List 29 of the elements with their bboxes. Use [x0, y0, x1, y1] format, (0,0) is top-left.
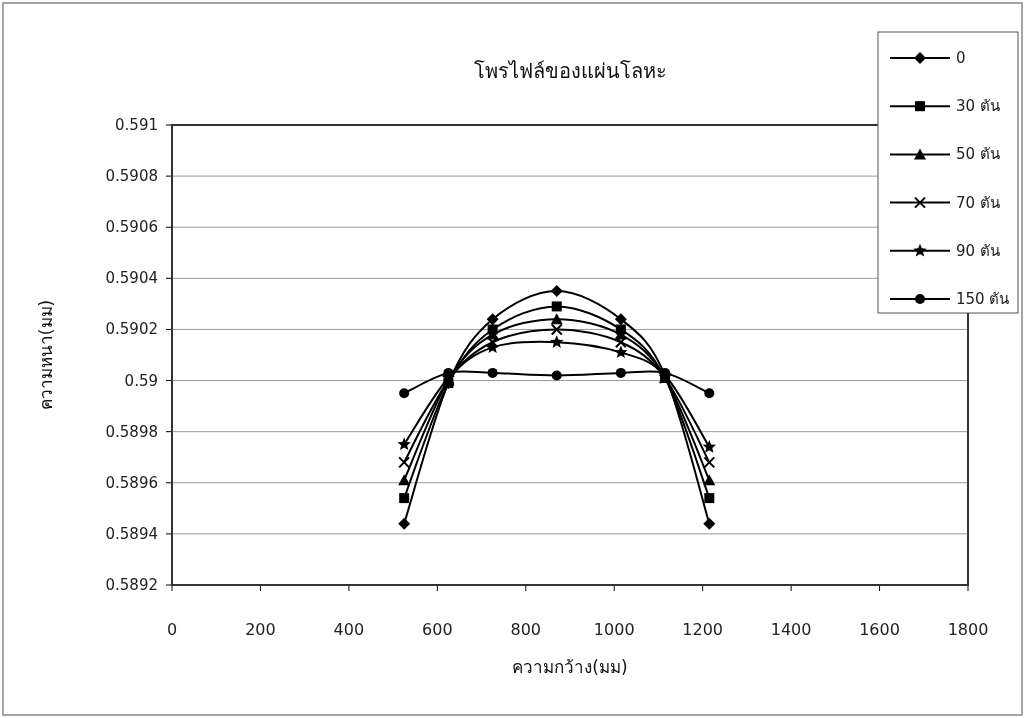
- x-tick-label: 800: [510, 620, 542, 639]
- y-tick-label: 0.5902: [105, 320, 158, 339]
- x-tick-label: 1600: [859, 620, 900, 639]
- y-tick-label: 0.5894: [105, 524, 158, 543]
- x-tick-label: 600: [422, 620, 453, 639]
- x-axis-title: ความกว้าง(มม): [512, 657, 628, 677]
- y-tick-label: 0.5908: [105, 167, 158, 186]
- y-tick-label: 0.59: [124, 371, 158, 390]
- x-tick-label: 1400: [770, 620, 812, 639]
- x-tick-label: 400: [333, 620, 365, 639]
- y-axis-title: ความหนา(มม): [36, 299, 56, 411]
- x-tick-label: 1800: [947, 620, 989, 639]
- y-tick-label: 0.5904: [105, 269, 158, 288]
- x-tick-label: 200: [245, 620, 276, 639]
- chart-title: โพรไฟล์ของแผ่นโลหะ: [473, 59, 667, 83]
- y-tick-label: 0.5898: [105, 422, 158, 441]
- y-tick-label: 0.5896: [105, 473, 158, 492]
- x-tick-label: 1200: [682, 620, 724, 639]
- legend-label: 0: [956, 49, 966, 67]
- x-tick-label: 1000: [593, 620, 635, 639]
- legend-label: 150 ตัน: [956, 290, 1010, 308]
- y-tick-label: 0.591: [115, 116, 158, 134]
- legend-label: 70 ตัน: [956, 193, 1000, 212]
- legend-label: 90 ตัน: [956, 241, 1000, 260]
- y-tick-label: 0.5906: [105, 218, 158, 237]
- y-tick-label: 0.5892: [105, 576, 158, 594]
- legend-label: 30 ตัน: [956, 97, 1000, 116]
- x-tick-label: 0: [166, 620, 178, 639]
- legend-label: 50 ตัน: [956, 145, 1000, 164]
